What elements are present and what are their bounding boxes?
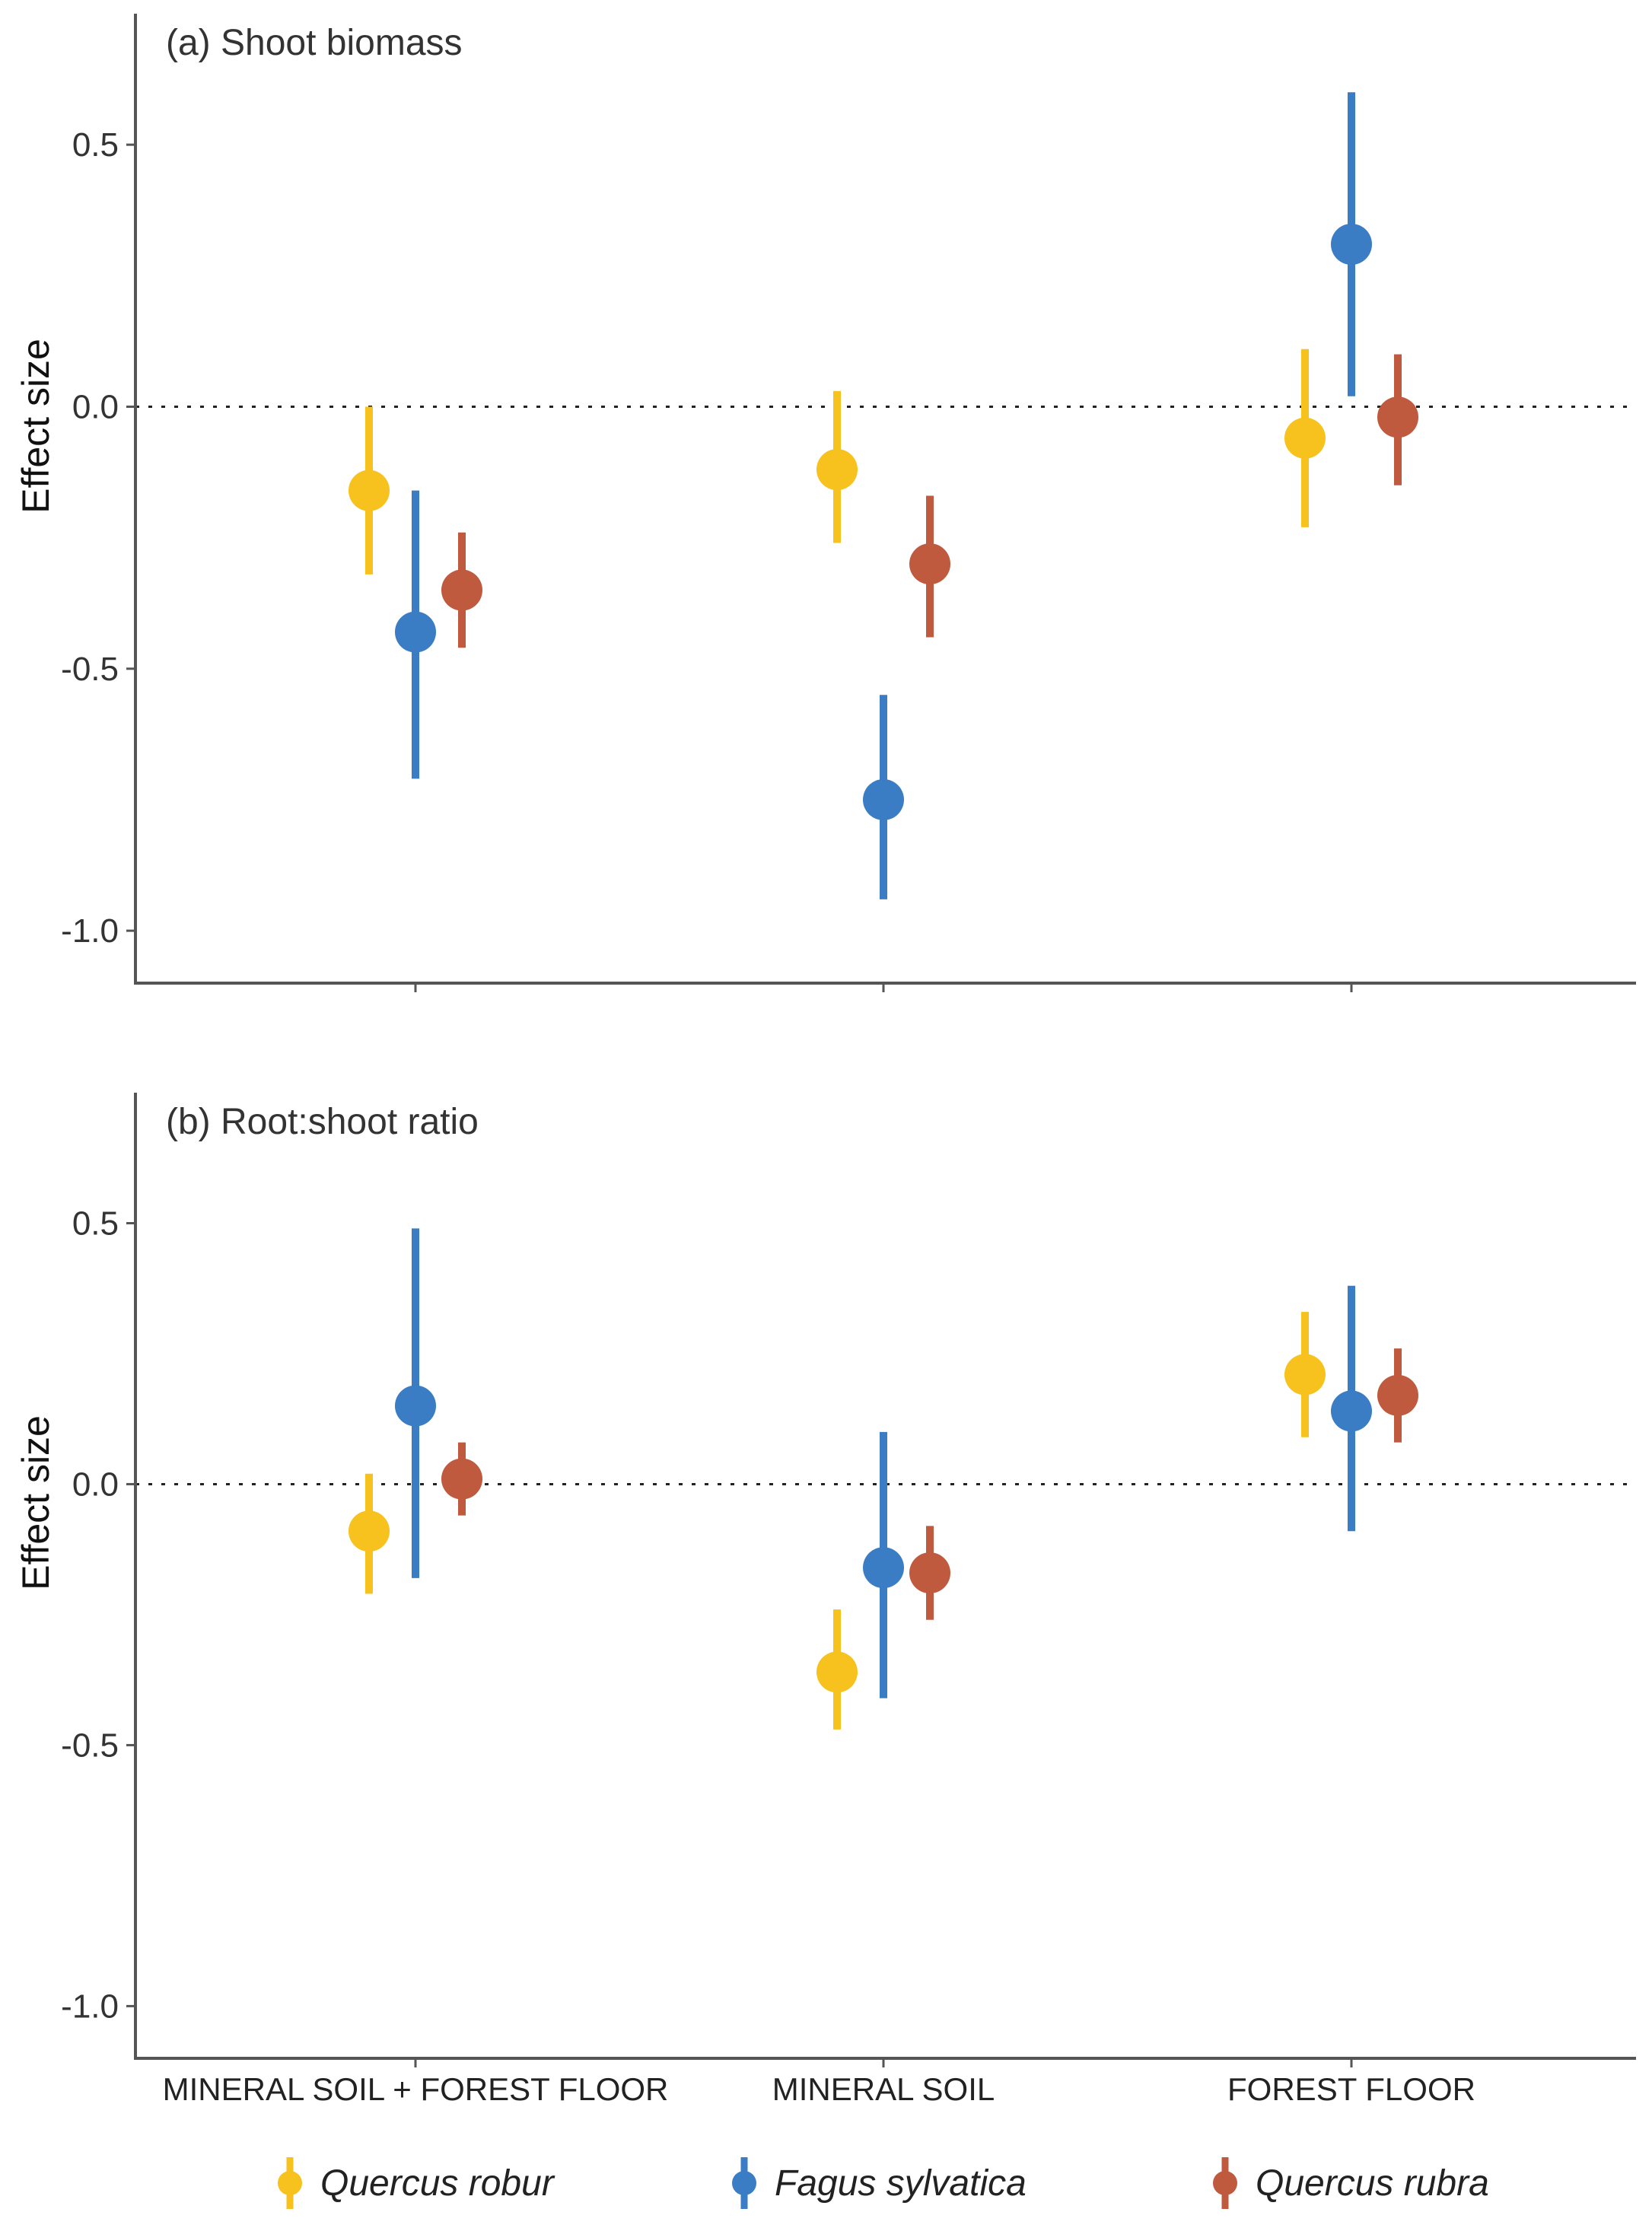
panel-a-fagus-sylvatica-mineral-soil-point xyxy=(863,778,904,820)
panel-b-quercus-rubra-mineral-soil-point xyxy=(909,1552,950,1594)
panel-a-fagus-sylvatica-mineral-soil-forest-floor-point xyxy=(395,611,436,653)
panel-a-quercus-rubra-mineral-soil-forest-floor-point xyxy=(441,569,482,611)
panel-a-fagus-sylvatica-forest-floor-point xyxy=(1331,224,1372,266)
x-category-label: MINERAL SOIL xyxy=(772,2071,995,2107)
panel-b-fagus-sylvatica-forest-floor-point xyxy=(1331,1390,1372,1432)
panel-b-axes: 0.5 0.0 -0.5 -1.0 xyxy=(61,1093,1636,2067)
panel-b-quercus-rubra-mineral-soil-forest-floor-point xyxy=(441,1458,482,1500)
panel-a-quercus-rubra-forest-floor-point xyxy=(1377,396,1418,438)
legend-key-point xyxy=(278,2171,302,2195)
panel-b-y-tick-label: 0.5 xyxy=(72,1205,119,1242)
legend-item-quercus-robur: Quercus robur xyxy=(278,2157,555,2209)
panel-a-quercus-rubra-mineral-soil-point xyxy=(909,543,950,585)
panel-a-y-tick-label: 0.0 xyxy=(72,388,119,425)
x-category-label: MINERAL SOIL + FOREST FLOOR xyxy=(163,2071,669,2107)
panel-root-shoot-ratio: 0.5 0.0 -0.5 -1.0 (b) Root:shoot ratio Effe… xyxy=(14,1093,1636,2067)
panel-a-y-tick-label: 0.5 xyxy=(72,126,119,164)
panel-b-y-tick-label: -0.5 xyxy=(61,1727,119,1764)
panel-b-marks xyxy=(349,1228,1418,1730)
panel-b-quercus-rubra-forest-floor-point xyxy=(1377,1374,1418,1416)
panel-a-marks xyxy=(349,92,1418,899)
legend-label: Quercus rubra xyxy=(1256,2163,1489,2204)
legend-item-fagus-sylvatica: Fagus sylvatica xyxy=(732,2157,1027,2209)
panel-shoot-biomass: 0.5 0.0 -0.5 -1.0 (a) Shoot biomass Effect … xyxy=(14,14,1636,992)
panel-a-axes: 0.5 0.0 -0.5 -1.0 xyxy=(61,14,1636,992)
panel-a-y-tick-label: -1.0 xyxy=(61,912,119,950)
panel-a-quercus-robur-mineral-soil-point xyxy=(816,449,858,491)
legend-key-point xyxy=(732,2171,756,2195)
x-category-labels: MINERAL SOIL + FOREST FLOOR MINERAL SOIL… xyxy=(163,2071,1475,2107)
legend: Quercus robur Fagus sylvatica Quercus ru… xyxy=(278,2157,1489,2209)
legend-item-quercus-rubra: Quercus rubra xyxy=(1213,2157,1489,2209)
panel-b-title: (b) Root:shoot ratio xyxy=(166,1102,479,1142)
legend-key-point xyxy=(1213,2171,1237,2195)
panel-b-quercus-robur-mineral-soil-forest-floor-point xyxy=(349,1510,390,1552)
panel-a-quercus-robur-mineral-soil-forest-floor-point xyxy=(349,469,390,511)
panel-a-y-axis-title: Effect size xyxy=(14,339,57,514)
legend-label: Fagus sylvatica xyxy=(775,2163,1027,2204)
panel-b-quercus-robur-forest-floor-point xyxy=(1284,1354,1326,1396)
panel-b-fagus-sylvatica-mineral-soil-forest-floor-point xyxy=(395,1385,436,1427)
x-category-label: FOREST FLOOR xyxy=(1227,2071,1475,2107)
panel-b-quercus-robur-mineral-soil-point xyxy=(816,1651,858,1693)
panel-b-y-tick-label: 0.0 xyxy=(72,1466,119,1503)
panel-a-quercus-robur-forest-floor-point xyxy=(1284,417,1326,459)
panel-b-y-axis-title: Effect size xyxy=(14,1415,57,1590)
panel-b-fagus-sylvatica-mineral-soil-point xyxy=(863,1547,904,1589)
panel-a-y-tick-label: -0.5 xyxy=(61,651,119,688)
legend-label: Quercus robur xyxy=(320,2163,555,2204)
panel-b-y-tick-label: -1.0 xyxy=(61,1988,119,2025)
panel-a-title: (a) Shoot biomass xyxy=(166,23,463,63)
